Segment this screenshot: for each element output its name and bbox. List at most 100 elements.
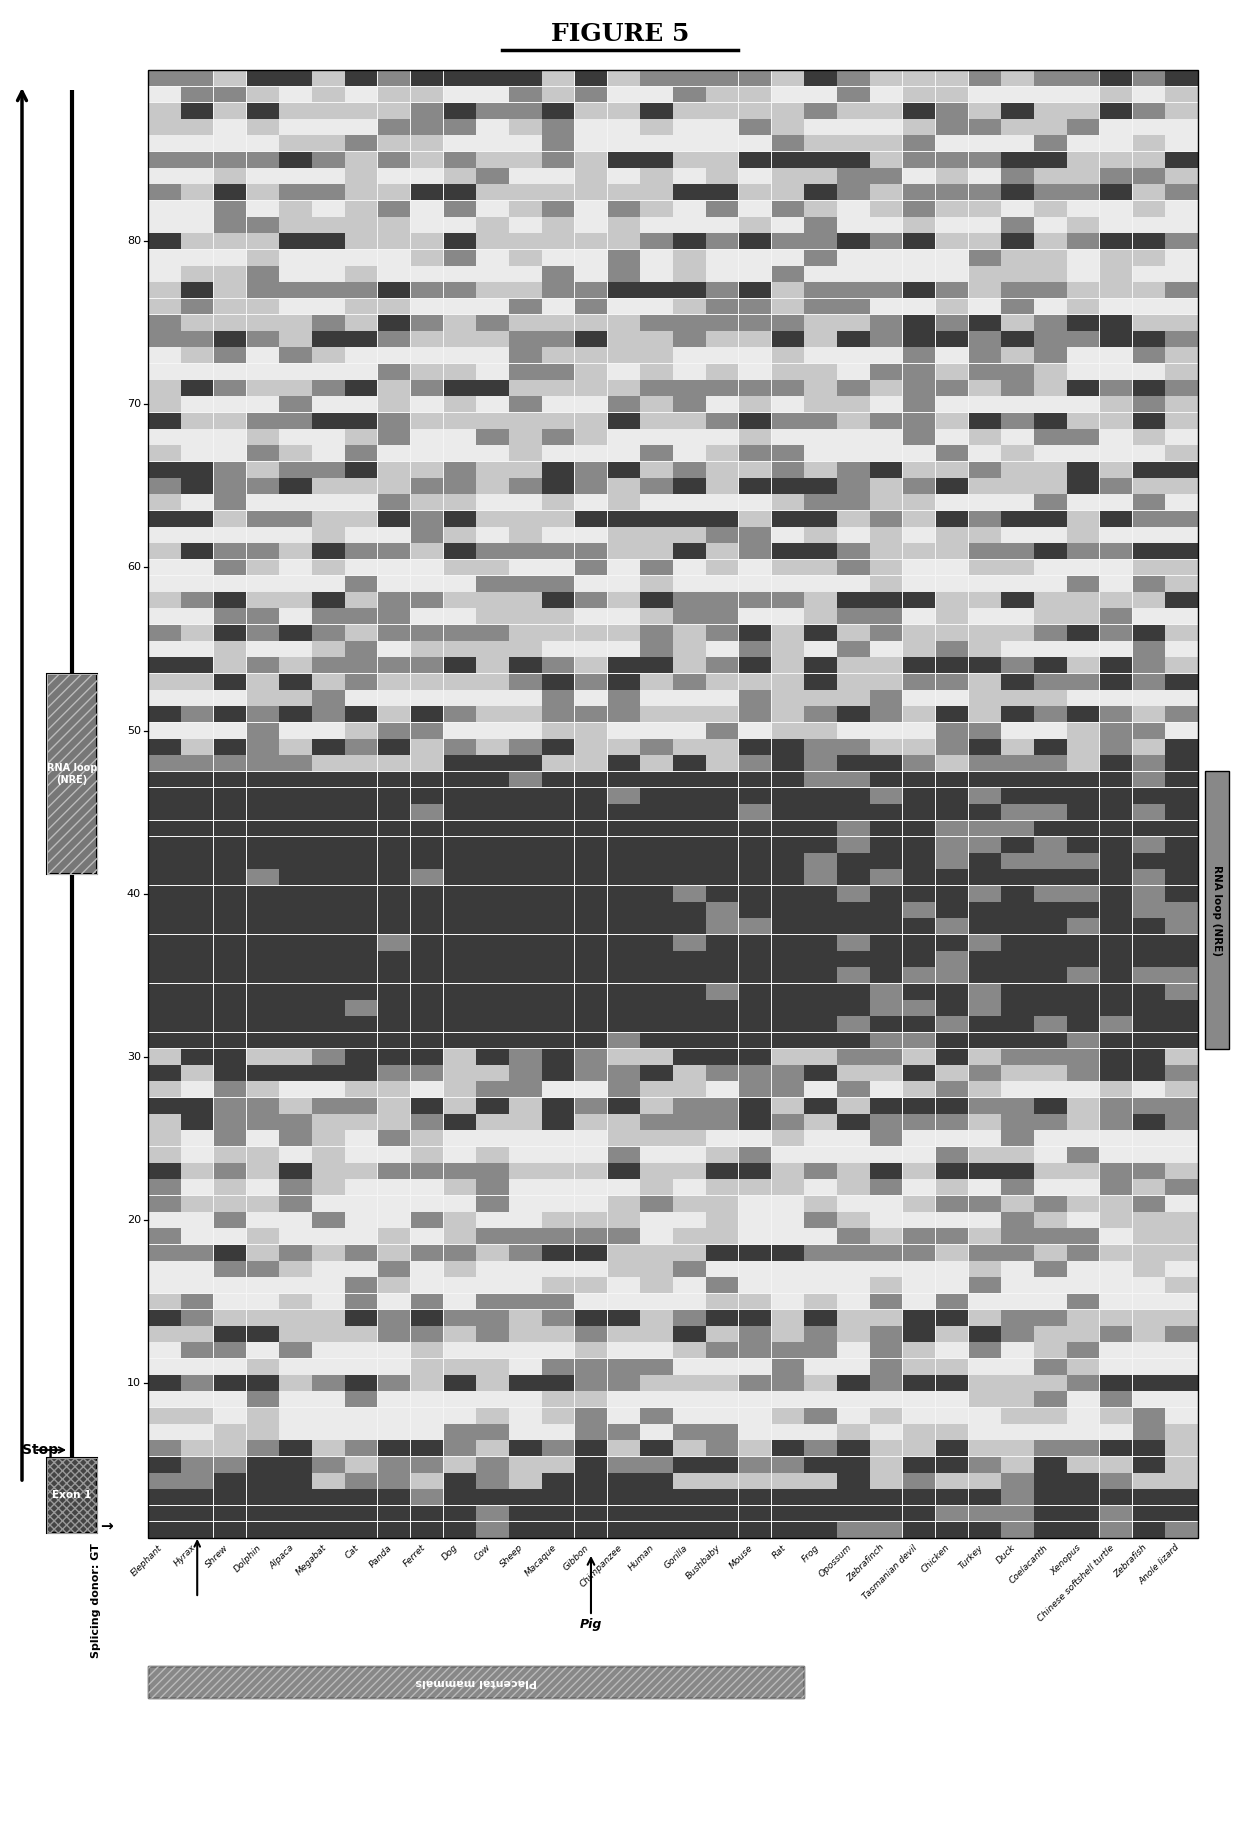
- Bar: [476, 1327, 508, 1342]
- Bar: [1066, 249, 1100, 266]
- Bar: [410, 168, 443, 185]
- Bar: [279, 347, 312, 364]
- Bar: [247, 314, 279, 331]
- Bar: [837, 1425, 869, 1440]
- Bar: [805, 1064, 837, 1081]
- Bar: [771, 1310, 804, 1325]
- Bar: [706, 543, 739, 560]
- Bar: [247, 1033, 279, 1048]
- Bar: [706, 689, 739, 706]
- Bar: [181, 1064, 213, 1081]
- Bar: [476, 1260, 508, 1277]
- Bar: [1066, 87, 1100, 102]
- Bar: [771, 608, 804, 625]
- Bar: [968, 364, 1001, 379]
- Bar: [542, 577, 574, 591]
- Bar: [247, 412, 279, 429]
- Bar: [1132, 118, 1166, 135]
- Bar: [476, 266, 508, 283]
- Bar: [739, 689, 771, 706]
- Bar: [510, 1244, 542, 1260]
- Bar: [706, 1016, 739, 1033]
- Bar: [1166, 510, 1198, 527]
- Bar: [1132, 641, 1166, 658]
- Bar: [870, 1260, 903, 1277]
- Bar: [1166, 266, 1198, 283]
- Bar: [739, 135, 771, 152]
- Bar: [312, 1196, 345, 1212]
- Bar: [476, 706, 508, 723]
- Bar: [903, 591, 935, 608]
- Bar: [444, 675, 476, 689]
- Bar: [444, 983, 476, 1000]
- Bar: [1034, 854, 1066, 869]
- Bar: [181, 1408, 213, 1423]
- Bar: [149, 168, 181, 185]
- Bar: [640, 479, 673, 493]
- Bar: [936, 510, 968, 527]
- Bar: [510, 266, 542, 283]
- Bar: [247, 641, 279, 658]
- Bar: [1100, 837, 1132, 852]
- Bar: [279, 314, 312, 331]
- Bar: [279, 837, 312, 852]
- Bar: [378, 429, 410, 445]
- Bar: [870, 462, 903, 477]
- Bar: [575, 70, 608, 87]
- Bar: [608, 1016, 640, 1033]
- Bar: [410, 918, 443, 935]
- Bar: [542, 1310, 574, 1325]
- Bar: [213, 902, 247, 918]
- Bar: [837, 560, 869, 575]
- Bar: [640, 1473, 673, 1489]
- Bar: [673, 429, 706, 445]
- Bar: [608, 1358, 640, 1375]
- Bar: [640, 429, 673, 445]
- Bar: [936, 1064, 968, 1081]
- Bar: [706, 233, 739, 249]
- Bar: [1002, 1229, 1034, 1244]
- Bar: [345, 168, 377, 185]
- Bar: [510, 723, 542, 739]
- Bar: [542, 1229, 574, 1244]
- Bar: [1132, 1392, 1166, 1408]
- Bar: [181, 510, 213, 527]
- Bar: [510, 1000, 542, 1016]
- Bar: [837, 1033, 869, 1048]
- Bar: [771, 314, 804, 331]
- Bar: [1066, 266, 1100, 283]
- Bar: [1034, 756, 1066, 771]
- Bar: [149, 152, 181, 168]
- Bar: [1132, 1473, 1166, 1489]
- Bar: [1034, 787, 1066, 804]
- Bar: [279, 1081, 312, 1098]
- Bar: [739, 1489, 771, 1504]
- Bar: [181, 1294, 213, 1310]
- Bar: [476, 479, 508, 493]
- Bar: [1034, 429, 1066, 445]
- Bar: [805, 493, 837, 510]
- Bar: [805, 103, 837, 118]
- Bar: [837, 1408, 869, 1423]
- Bar: [476, 216, 508, 233]
- Bar: [1132, 1506, 1166, 1521]
- Bar: [608, 364, 640, 379]
- Bar: [608, 869, 640, 885]
- Bar: [936, 283, 968, 298]
- Bar: [378, 299, 410, 314]
- Bar: [410, 1016, 443, 1033]
- Bar: [444, 527, 476, 543]
- Bar: [510, 462, 542, 477]
- Bar: [640, 87, 673, 102]
- Bar: [542, 1456, 574, 1473]
- Bar: [444, 168, 476, 185]
- Bar: [640, 1081, 673, 1098]
- Bar: [608, 135, 640, 152]
- Bar: [410, 216, 443, 233]
- Bar: [706, 249, 739, 266]
- Bar: [1100, 1506, 1132, 1521]
- Bar: [640, 201, 673, 216]
- Bar: [279, 1050, 312, 1064]
- Bar: [1100, 1327, 1132, 1342]
- Bar: [903, 1131, 935, 1146]
